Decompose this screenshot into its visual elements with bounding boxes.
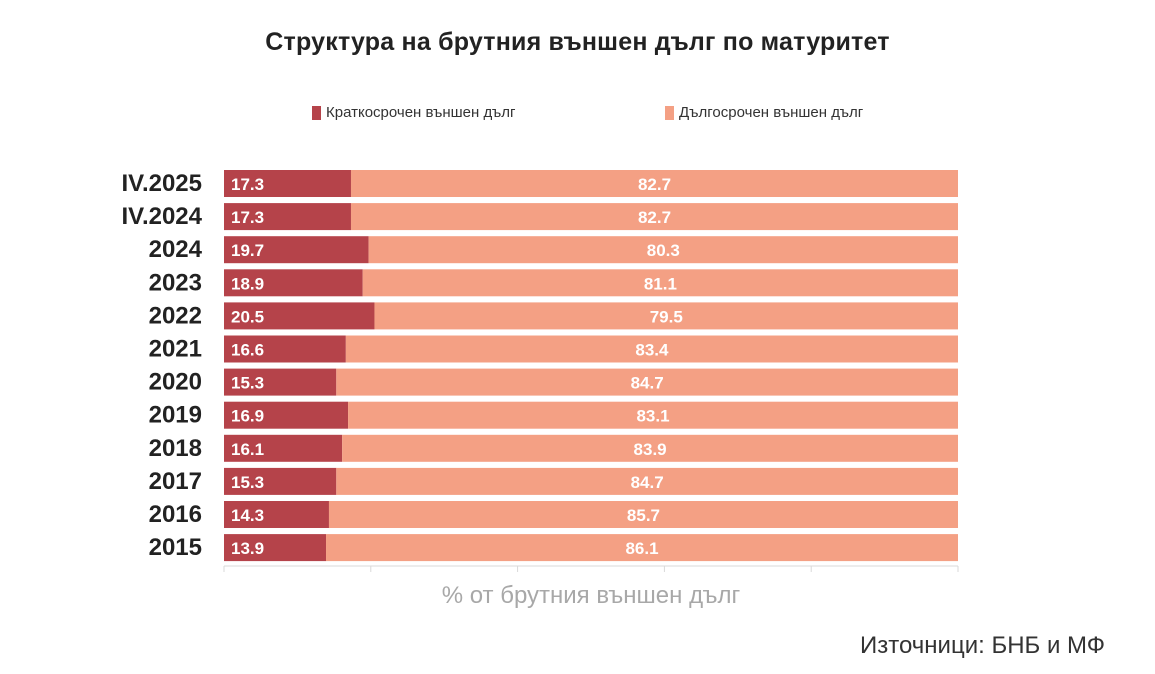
data-label-long-term: 81.1 [644,274,677,293]
bar-long-term [368,236,958,264]
legend-label-short-term: Краткосрочен външен дълг [326,104,516,121]
legend-item-short-term: Краткосрочен външен дълг [312,104,515,121]
legend-label-long-term: Дългосрочен външен дълг [679,104,864,121]
bar-short-term [224,401,349,429]
bar-short-term [224,302,375,330]
category-label: 2024 [149,236,203,263]
bar-long-term [348,401,958,429]
data-label-long-term: 83.9 [634,440,667,459]
chart-title: Структура на брутния външен дълг по мату… [265,28,890,56]
legend-swatch-short-term [312,105,321,120]
data-label-short-term: 16.1 [231,440,264,459]
data-label-short-term: 15.3 [231,374,264,393]
bar-long-term [326,534,958,562]
category-label: 2018 [149,435,202,462]
category-label: 2015 [149,534,202,561]
data-label-long-term: 84.7 [631,374,664,393]
category-label: 2019 [149,402,202,429]
category-label: 2020 [149,369,202,396]
bar-short-term [224,203,351,231]
bar-long-term [328,501,958,528]
bar-long-term [362,269,958,297]
bar-long-term [345,335,958,363]
bar-short-term [224,236,369,264]
data-label-short-term: 16.6 [231,341,264,360]
category-label: IV.2025 [121,170,202,197]
data-label-short-term: 14.3 [231,506,264,525]
data-label-short-term: 17.3 [231,175,264,194]
bar-short-term [224,501,329,528]
bar-short-term [224,269,363,297]
data-label-long-term: 83.1 [636,407,669,426]
data-label-short-term: 17.3 [231,208,264,227]
data-label-long-term: 80.3 [647,241,680,260]
bar-long-term [342,434,958,462]
data-label-short-term: 15.3 [231,473,264,492]
data-label-long-term: 84.7 [631,473,664,492]
bar-short-term [224,467,337,495]
bar-short-term [224,170,351,197]
data-label-long-term: 82.7 [638,175,671,194]
bar-long-term [336,467,958,495]
category-label: 2017 [149,468,202,495]
source-note: Източници: БНБ и МФ [860,632,1105,659]
data-label-long-term: 79.5 [650,307,683,326]
bar-long-term [350,203,958,231]
bar-short-term [224,368,337,396]
bar-long-term [374,302,959,330]
data-label-long-term: 83.4 [635,341,669,360]
bar-short-term [224,534,327,562]
bar-long-term [336,368,958,396]
bar-short-term [224,335,346,363]
data-label-short-term: 16.9 [231,407,264,426]
legend-item-long-term: Дългосрочен външен дълг [665,104,863,121]
data-label-short-term: 13.9 [231,539,264,558]
category-label: 2023 [149,269,202,296]
legend-swatch-long-term [665,105,674,120]
data-label-long-term: 82.7 [638,208,671,227]
bar-long-term [350,170,958,197]
category-label: IV.2024 [121,203,202,230]
data-label-short-term: 20.5 [231,307,264,326]
category-label: 2016 [149,501,202,528]
bar-short-term [224,434,343,462]
data-label-long-term: 85.7 [627,506,660,525]
data-label-short-term: 19.7 [231,241,264,260]
category-label: 2022 [149,302,202,329]
category-label: 2021 [149,336,202,363]
data-label-short-term: 18.9 [231,274,264,293]
data-label-long-term: 86.1 [625,539,658,558]
x-axis-title: % от брутния външен дълг [441,582,741,609]
